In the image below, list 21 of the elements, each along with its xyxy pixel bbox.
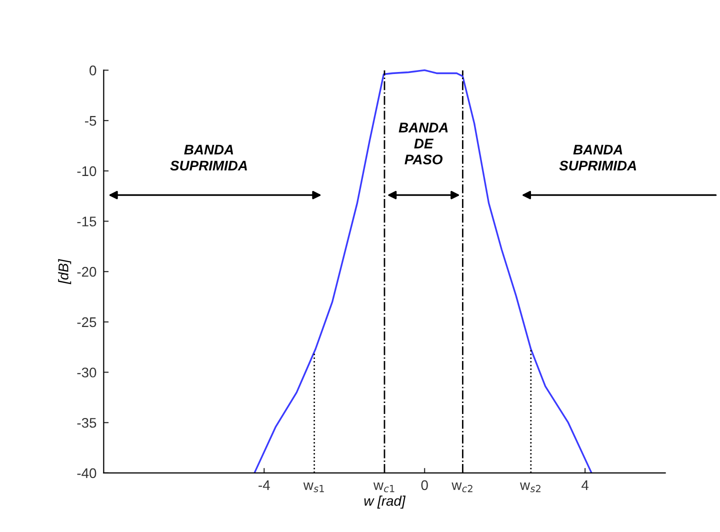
ref-line-label: w$_{s2}$ — [520, 482, 540, 492]
y-tick-label: -35 — [77, 418, 96, 428]
y-tick-label: -25 — [77, 317, 96, 328]
ref-line-label: w$_{c2}$ — [452, 482, 472, 492]
x-tick-label: -4 — [258, 480, 270, 490]
y-tick-label: -15 — [77, 216, 96, 226]
x-axis-title: w [rad] — [364, 496, 406, 509]
ref-line-label: w$_{s1}$ — [303, 482, 324, 492]
y-tick-label: -10 — [77, 166, 96, 176]
annotation: BANDA SUPRIMIDA — [559, 144, 636, 171]
y-tick-label: -40 — [77, 468, 96, 478]
x-tick-label: 4 — [582, 480, 589, 490]
y-tick-label: -5 — [85, 116, 96, 126]
annotation: BANDA SUPRIMIDA — [170, 144, 247, 171]
ref-line-label: w$_{c1}$ — [373, 482, 394, 492]
y-axis-title: [dB] — [58, 258, 72, 284]
y-tick-label: -30 — [77, 368, 96, 378]
y-tick-label: -20 — [77, 266, 96, 277]
y-tick-label: 0 — [90, 66, 96, 76]
annotation: BANDA DE PASO — [398, 122, 448, 164]
x-tick-label: 0 — [421, 480, 428, 490]
